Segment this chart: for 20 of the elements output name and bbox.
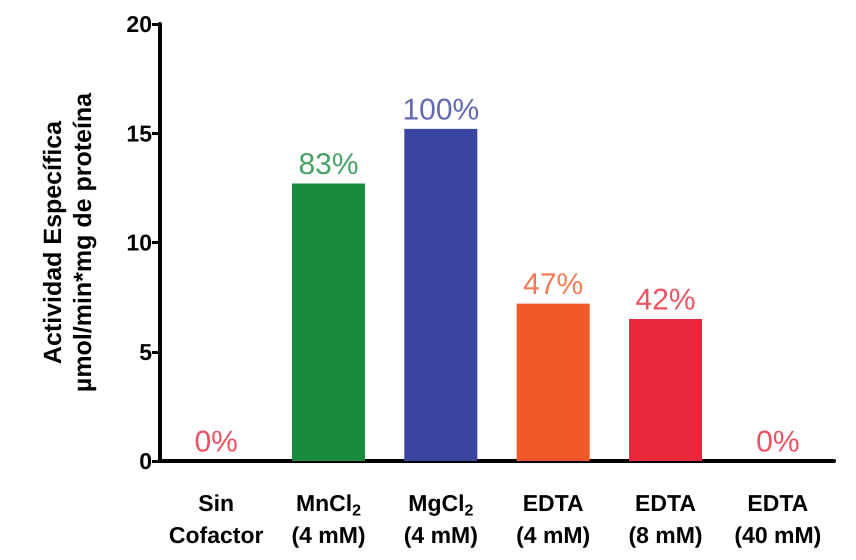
annotation: 0% (194, 426, 238, 458)
x-tick-label: EDTA (4 mM) (516, 490, 590, 548)
annotation: 42% (635, 283, 696, 316)
x-tick-label: EDTA (8 mM) (628, 490, 703, 548)
annotation: 47% (523, 268, 584, 302)
bar (404, 128, 478, 461)
x-tick-label: EDTA (40 mM) (734, 490, 822, 548)
annotation: 100% (402, 93, 480, 126)
bar (292, 184, 366, 461)
y-tick-label: 0 (139, 448, 152, 474)
y-tick-label: 15 (126, 120, 152, 146)
x-tick-label: Sin Cofactor (168, 490, 264, 548)
annotation: 0% (756, 426, 800, 458)
y-tick-label: 5 (139, 338, 152, 365)
bar (628, 318, 702, 461)
annotation: 83% (298, 148, 359, 182)
bar (516, 304, 590, 461)
y-tick-label: 20 (126, 11, 152, 37)
y-axis-title: Actividad Específica µmol/min*mg de proteína (39, 92, 97, 392)
y-tick-label: 10 (126, 230, 152, 256)
